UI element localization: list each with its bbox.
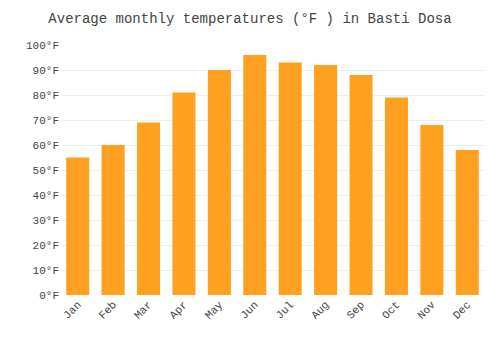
svg-text:Feb: Feb bbox=[97, 299, 119, 321]
svg-text:30°F: 30°F bbox=[33, 215, 59, 227]
svg-text:Dec: Dec bbox=[451, 299, 473, 321]
svg-text:May: May bbox=[203, 299, 226, 322]
svg-text:Jan: Jan bbox=[61, 299, 83, 321]
svg-text:90°F: 90°F bbox=[33, 65, 59, 77]
svg-text:0°F: 0°F bbox=[39, 290, 59, 302]
svg-text:Mar: Mar bbox=[132, 299, 154, 321]
svg-text:40°F: 40°F bbox=[33, 190, 59, 202]
svg-text:Nov: Nov bbox=[415, 299, 438, 322]
svg-text:Jul: Jul bbox=[274, 299, 296, 321]
svg-text:10°F: 10°F bbox=[33, 265, 59, 277]
svg-text:100°F: 100°F bbox=[26, 40, 59, 52]
svg-text:20°F: 20°F bbox=[33, 240, 59, 252]
svg-text:60°F: 60°F bbox=[33, 140, 59, 152]
svg-text:Oct: Oct bbox=[380, 299, 402, 321]
svg-text:80°F: 80°F bbox=[33, 90, 59, 102]
svg-text:70°F: 70°F bbox=[33, 115, 59, 127]
svg-text:Sep: Sep bbox=[345, 299, 367, 321]
svg-text:Apr: Apr bbox=[167, 299, 189, 321]
svg-text:50°F: 50°F bbox=[33, 165, 59, 177]
svg-text:Jun: Jun bbox=[238, 299, 260, 321]
svg-text:Aug: Aug bbox=[309, 299, 331, 321]
svg-text:Average monthly temperatures (: Average monthly temperatures (°F ) in Ba… bbox=[48, 11, 451, 27]
